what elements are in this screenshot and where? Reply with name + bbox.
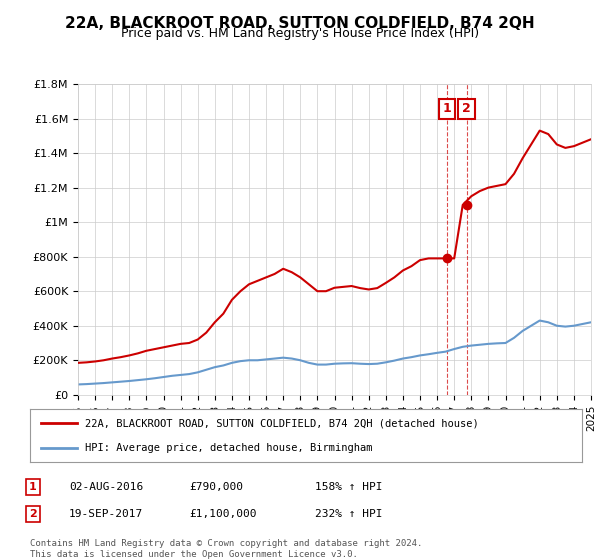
Text: 19-SEP-2017: 19-SEP-2017 [69, 509, 143, 519]
Text: 22A, BLACKROOT ROAD, SUTTON COLDFIELD, B74 2QH: 22A, BLACKROOT ROAD, SUTTON COLDFIELD, B… [65, 16, 535, 31]
Text: £790,000: £790,000 [189, 482, 243, 492]
Text: 1: 1 [29, 482, 37, 492]
Text: £1,100,000: £1,100,000 [189, 509, 257, 519]
Text: HPI: Average price, detached house, Birmingham: HPI: Average price, detached house, Birm… [85, 442, 373, 452]
Text: 1: 1 [443, 102, 451, 115]
Text: This data is licensed under the Open Government Licence v3.0.: This data is licensed under the Open Gov… [30, 550, 358, 559]
Text: 2: 2 [29, 509, 37, 519]
Text: 02-AUG-2016: 02-AUG-2016 [69, 482, 143, 492]
Text: 158% ↑ HPI: 158% ↑ HPI [315, 482, 383, 492]
Text: Contains HM Land Registry data © Crown copyright and database right 2024.: Contains HM Land Registry data © Crown c… [30, 539, 422, 548]
Text: 22A, BLACKROOT ROAD, SUTTON COLDFIELD, B74 2QH (detached house): 22A, BLACKROOT ROAD, SUTTON COLDFIELD, B… [85, 418, 479, 428]
Text: 2: 2 [462, 102, 471, 115]
Text: 232% ↑ HPI: 232% ↑ HPI [315, 509, 383, 519]
Text: Price paid vs. HM Land Registry's House Price Index (HPI): Price paid vs. HM Land Registry's House … [121, 27, 479, 40]
